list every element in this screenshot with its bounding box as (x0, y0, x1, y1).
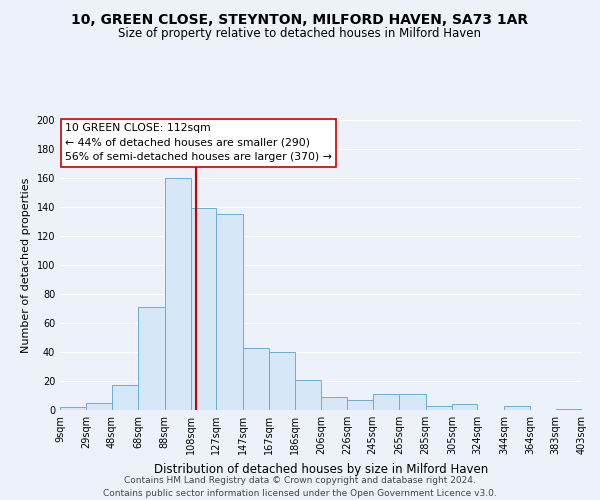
Bar (347, 400, 373, 410)
Text: 10, GREEN CLOSE, STEYNTON, MILFORD HAVEN, SA73 1AR: 10, GREEN CLOSE, STEYNTON, MILFORD HAVEN… (71, 12, 529, 26)
Bar (452, 404, 478, 410)
Bar (243, 348, 269, 410)
Bar (191, 208, 217, 410)
Text: Size of property relative to detached houses in Milford Haven: Size of property relative to detached ho… (119, 28, 482, 40)
Bar (295, 380, 321, 410)
Bar (425, 406, 452, 410)
Bar (217, 214, 243, 410)
Bar (373, 394, 399, 410)
Bar (504, 406, 530, 410)
Bar (138, 307, 164, 410)
Bar (60, 407, 86, 410)
Bar (399, 394, 425, 410)
Bar (112, 386, 138, 410)
Bar (86, 403, 112, 410)
X-axis label: Distribution of detached houses by size in Milford Haven: Distribution of detached houses by size … (154, 462, 488, 475)
Bar (164, 178, 191, 410)
Text: 10 GREEN CLOSE: 112sqm
← 44% of detached houses are smaller (290)
56% of semi-de: 10 GREEN CLOSE: 112sqm ← 44% of detached… (65, 123, 332, 162)
Bar (269, 352, 295, 410)
Y-axis label: Number of detached properties: Number of detached properties (21, 178, 31, 352)
Bar (556, 408, 582, 410)
Bar (321, 397, 347, 410)
Text: Contains HM Land Registry data © Crown copyright and database right 2024.
Contai: Contains HM Land Registry data © Crown c… (103, 476, 497, 498)
